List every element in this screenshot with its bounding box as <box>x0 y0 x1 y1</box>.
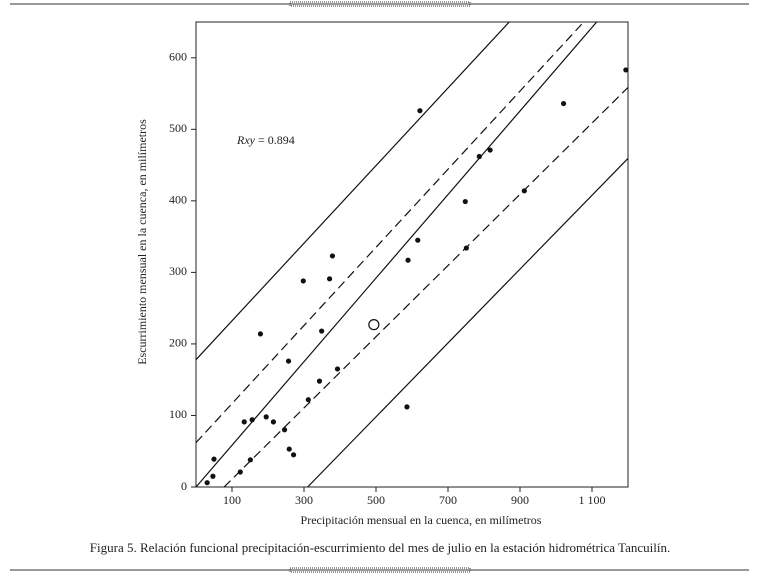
data-point <box>204 480 210 486</box>
data-point <box>462 198 468 205</box>
y-tick-label: 0 <box>181 479 187 493</box>
data-point <box>210 473 216 479</box>
caption: Figura 5. Relación funcional precipitaci… <box>90 540 670 555</box>
x-tick-label: 900 <box>511 493 529 507</box>
data-point <box>329 253 336 259</box>
plot-frame <box>195 21 629 488</box>
y-tick-label: 200 <box>169 336 187 350</box>
data-point <box>404 404 410 410</box>
data-point <box>285 358 292 364</box>
data-point <box>270 419 276 425</box>
data-point <box>290 452 297 458</box>
reference-line <box>196 22 510 361</box>
data-point <box>326 276 333 282</box>
data-point <box>211 456 217 462</box>
data-point <box>417 108 423 114</box>
data-point <box>316 378 323 384</box>
y-tick-label: 400 <box>169 193 187 207</box>
reference-line <box>223 86 628 487</box>
data-point <box>319 328 325 334</box>
data-point <box>405 257 411 263</box>
data-point <box>560 100 567 107</box>
y-tick-label: 600 <box>169 50 187 64</box>
y-tick-label: 500 <box>169 121 187 135</box>
data-point <box>263 414 269 420</box>
mean-point <box>368 319 380 331</box>
data-point <box>249 417 255 423</box>
data-point <box>237 469 243 475</box>
annotation-symbol: Rxy <box>236 133 256 147</box>
x-axis-label: Precipitación mensual en la cuenca, en m… <box>301 513 542 527</box>
data-point <box>300 278 306 284</box>
x-tick-label: 500 <box>367 493 385 507</box>
data-point <box>487 147 493 153</box>
data-point <box>286 446 292 452</box>
data-point <box>623 67 629 73</box>
y-tick-label: 300 <box>169 264 187 278</box>
data-point <box>415 237 421 243</box>
data-point <box>476 153 482 160</box>
y-axis-label: Escurrimiento mensual en la cuenca, en m… <box>135 119 149 365</box>
data-point <box>257 331 264 337</box>
reference-line <box>196 22 598 487</box>
bottom-ornament <box>289 567 471 573</box>
data-point <box>334 366 341 372</box>
data-point <box>463 245 469 251</box>
data-point <box>247 457 253 463</box>
data-point <box>281 427 288 433</box>
reference-line <box>196 22 585 444</box>
reference-line <box>307 157 628 487</box>
x-tick-label: 700 <box>439 493 457 507</box>
data-point <box>241 419 247 425</box>
x-tick-label: 300 <box>295 493 313 507</box>
data-point <box>521 188 527 194</box>
x-tick-label: 1 100 <box>579 493 606 507</box>
y-tick-label: 100 <box>169 407 187 421</box>
annotation-text: = 0.894 <box>258 133 295 147</box>
data-point <box>305 397 311 403</box>
x-tick-label: 100 <box>223 493 241 507</box>
annotation: Rxy = 0.894 <box>236 133 295 147</box>
top-ornament <box>289 1 471 7</box>
